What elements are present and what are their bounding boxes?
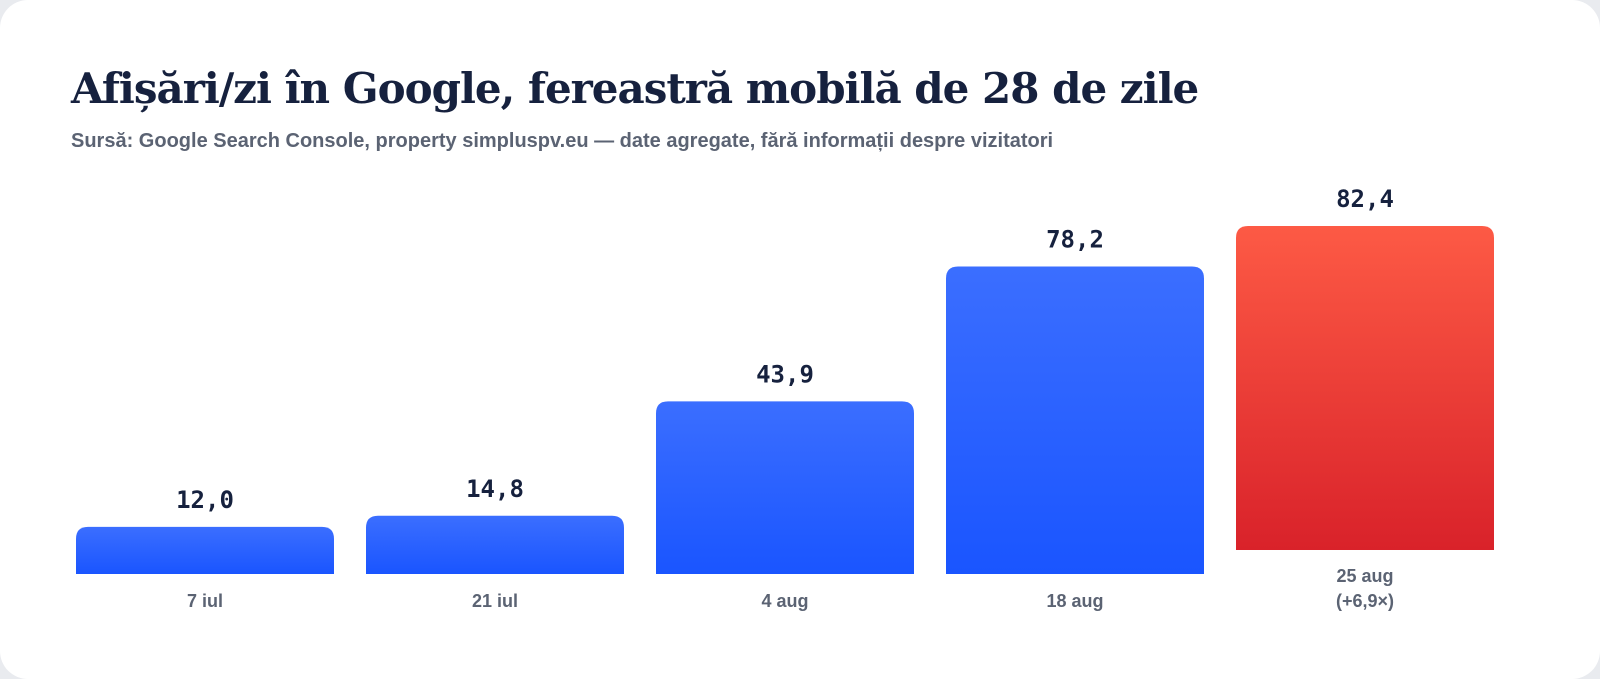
category-label: 21 iul xyxy=(472,591,518,611)
category-label: 7 iul xyxy=(187,591,223,611)
chart-subtitle: Sursă: Google Search Console, property s… xyxy=(71,130,1054,152)
bar-21-iul xyxy=(366,515,624,574)
bar-25-aug xyxy=(1236,226,1494,550)
category-label: 4 aug xyxy=(761,591,808,611)
value-label: 12,0 xyxy=(176,486,234,514)
bar-4-aug xyxy=(656,401,914,574)
category-label: 25 aug xyxy=(1336,566,1393,586)
bar-7-iul xyxy=(76,526,334,574)
bar-18-aug xyxy=(946,266,1204,574)
value-label: 82,4 xyxy=(1336,185,1394,213)
category-label: 18 aug xyxy=(1046,591,1103,611)
value-label: 14,8 xyxy=(466,475,524,503)
annotation-label: (+6,9×) xyxy=(1336,591,1394,611)
value-label: 78,2 xyxy=(1046,226,1104,254)
value-label: 43,9 xyxy=(756,360,814,388)
chart-title: Afișări/zi în Google, fereastră mobilă d… xyxy=(71,64,1199,113)
